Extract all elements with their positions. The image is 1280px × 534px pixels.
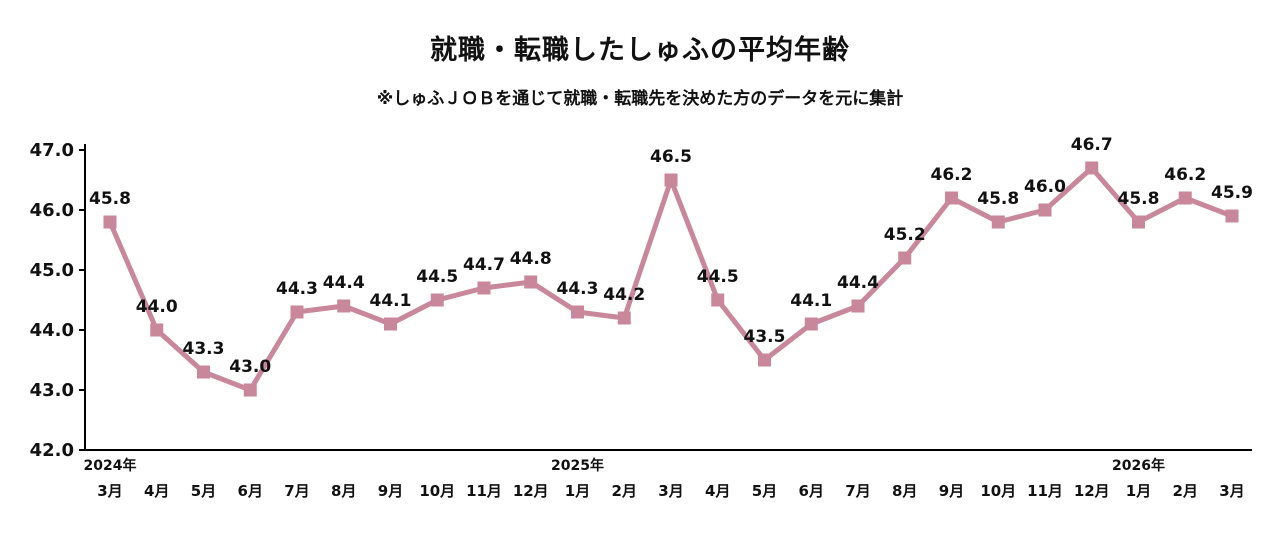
y-tick-label: 44.0 xyxy=(30,320,74,341)
data-point-label: 45.8 xyxy=(1118,189,1160,209)
x-tick-label: 12月 xyxy=(1074,482,1110,500)
data-point-marker xyxy=(945,191,958,205)
x-tick-label: 5月 xyxy=(752,482,777,500)
data-point-marker xyxy=(711,293,725,307)
year-label: 2024年 xyxy=(84,457,137,474)
data-point-label: 44.5 xyxy=(416,267,458,287)
x-tick-label: 6月 xyxy=(799,482,824,500)
data-point-marker xyxy=(898,251,912,265)
data-point-label: 45.9 xyxy=(1211,183,1253,203)
data-point-marker xyxy=(524,275,538,289)
chart-title: 就職・転職したしゅふの平均年齢 xyxy=(430,35,850,66)
x-tick-label: 7月 xyxy=(284,482,309,500)
data-point-marker xyxy=(197,365,210,379)
data-point-marker xyxy=(1225,209,1239,223)
data-point-label: 44.4 xyxy=(837,273,879,293)
data-point-marker xyxy=(991,215,1005,229)
x-tick-label: 3月 xyxy=(658,482,683,500)
data-point-label: 44.0 xyxy=(136,297,178,317)
data-point-label: 44.7 xyxy=(463,255,505,275)
data-point-label: 44.2 xyxy=(603,285,645,305)
data-point-label: 43.3 xyxy=(183,339,225,359)
x-tick-label: 6月 xyxy=(238,482,263,500)
data-point-label: 46.5 xyxy=(650,147,692,167)
data-point-marker xyxy=(290,305,304,319)
data-point-label: 46.7 xyxy=(1071,135,1113,155)
data-point-marker xyxy=(1038,203,1052,217)
data-point-marker xyxy=(664,173,678,187)
y-tick-label: 43.0 xyxy=(30,380,74,401)
year-label: 2025年 xyxy=(551,457,604,474)
y-tick-label: 42.0 xyxy=(30,440,74,461)
data-point-marker xyxy=(150,323,164,337)
x-tick-label: 9月 xyxy=(378,482,403,500)
data-point-marker xyxy=(337,299,351,313)
x-tick-label: 7月 xyxy=(845,482,870,500)
data-point-label: 44.1 xyxy=(790,291,832,311)
data-point-label: 44.5 xyxy=(697,267,739,287)
x-tick-label: 2月 xyxy=(612,482,637,500)
data-point-marker xyxy=(571,305,584,319)
data-point-label: 44.1 xyxy=(370,291,412,311)
x-tick-label: 2月 xyxy=(1173,482,1198,500)
data-point-marker xyxy=(617,311,631,325)
data-point-marker xyxy=(103,215,117,229)
data-point-marker xyxy=(1132,215,1145,229)
data-point-label: 43.0 xyxy=(229,357,271,377)
data-point-marker xyxy=(1178,191,1192,205)
y-tick-label: 46.0 xyxy=(30,200,74,221)
data-point-label: 44.3 xyxy=(276,279,318,299)
data-point-marker xyxy=(243,383,257,397)
x-tick-label: 8月 xyxy=(331,482,356,500)
x-tick-label: 5月 xyxy=(191,482,216,500)
x-tick-label: 4月 xyxy=(705,482,730,500)
data-point-label: 43.5 xyxy=(744,327,786,347)
data-point-label: 44.4 xyxy=(323,273,365,293)
data-point-label: 46.0 xyxy=(1024,177,1066,197)
data-point-label: 45.2 xyxy=(884,225,926,245)
data-point-label: 46.2 xyxy=(931,165,973,185)
y-tick-label: 45.0 xyxy=(30,260,74,281)
chart-subtitle: ※しゅふＪＯＢを通じて就職・転職先を決めた方のデータを元に集計 xyxy=(376,89,904,109)
data-point-label: 45.8 xyxy=(89,189,131,209)
data-point-marker xyxy=(758,353,771,367)
x-tick-label: 10月 xyxy=(419,482,455,500)
x-tick-label: 8月 xyxy=(892,482,917,500)
y-tick-label: 47.0 xyxy=(30,140,74,161)
data-point-marker xyxy=(1085,161,1099,175)
data-point-marker xyxy=(851,299,865,313)
year-label: 2026年 xyxy=(1112,457,1165,474)
data-point-marker xyxy=(804,317,818,331)
x-tick-label: 4月 xyxy=(144,482,169,500)
x-tick-label: 3月 xyxy=(97,482,122,500)
x-tick-label: 11月 xyxy=(1027,482,1063,500)
x-tick-label: 1月 xyxy=(1126,482,1151,500)
x-tick-label: 3月 xyxy=(1219,482,1244,500)
x-tick-label: 10月 xyxy=(980,482,1016,500)
data-point-marker xyxy=(430,293,444,307)
x-tick-label: 12月 xyxy=(513,482,549,500)
data-point-marker xyxy=(477,281,491,295)
data-point-label: 44.3 xyxy=(557,279,599,299)
data-point-label: 44.8 xyxy=(510,249,552,269)
x-tick-label: 11月 xyxy=(466,482,502,500)
x-tick-label: 9月 xyxy=(939,482,964,500)
data-point-label: 45.8 xyxy=(977,189,1019,209)
data-point-label: 46.2 xyxy=(1164,165,1206,185)
data-point-marker xyxy=(384,317,397,331)
x-tick-label: 1月 xyxy=(565,482,590,500)
